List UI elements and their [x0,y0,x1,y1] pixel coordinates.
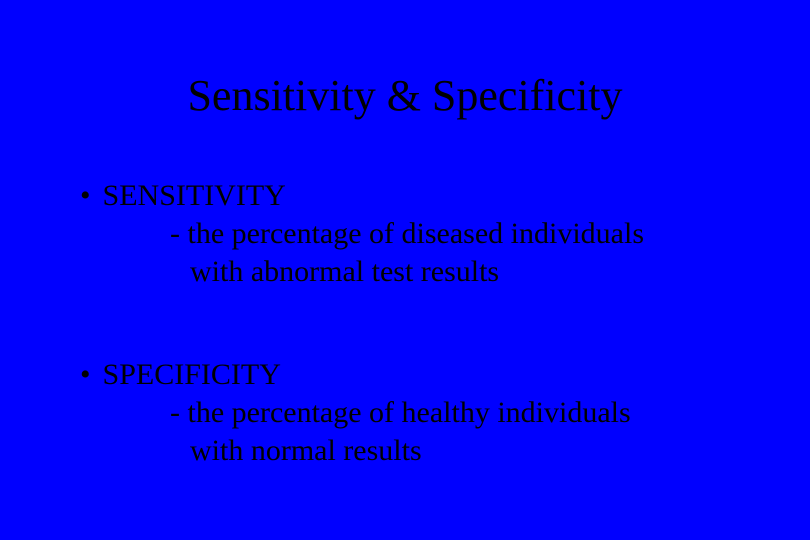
definition-line-2: with normal results [70,432,740,470]
slide-content: • SENSITIVITY - the percentage of disease… [70,176,740,469]
term-text: SENSITIVITY [103,179,286,212]
term-line: • SENSITIVITY [80,176,740,215]
definition-line-1: - the percentage of healthy individuals [70,394,740,432]
slide-title: Sensitivity & Specificity [70,70,740,121]
term-line: • SPECIFICITY [80,355,740,394]
definition-line-2: with abnormal test results [70,253,740,291]
bullet-item-specificity: • SPECIFICITY - the percentage of healthy… [70,355,740,469]
bullet-marker: • [80,176,91,215]
slide-container: Sensitivity & Specificity • SENSITIVITY -… [0,0,810,540]
bullet-marker: • [80,355,91,394]
term-text: SPECIFICITY [103,358,281,391]
definition-line-1: - the percentage of diseased individuals [70,215,740,253]
bullet-item-sensitivity: • SENSITIVITY - the percentage of disease… [70,176,740,290]
